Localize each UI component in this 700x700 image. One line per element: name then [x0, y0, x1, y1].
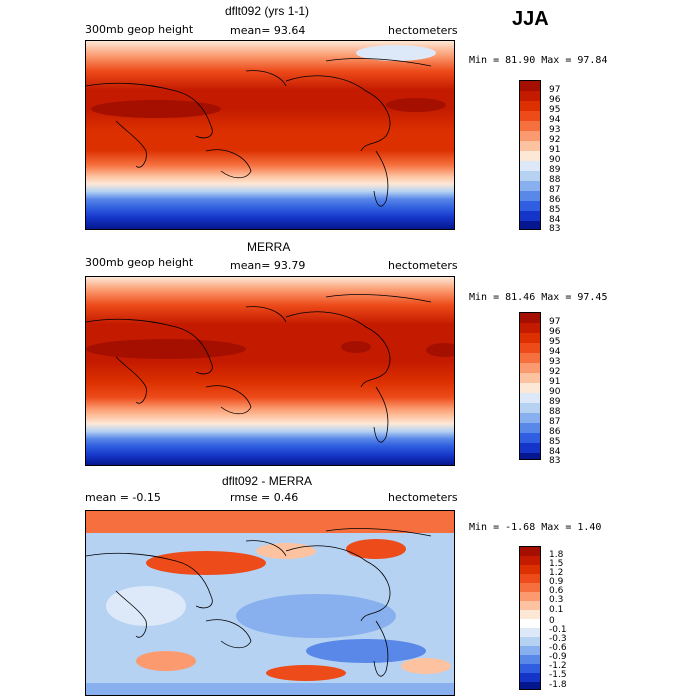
panel2-cbar-label: 87: [549, 417, 561, 427]
panel2-cbar-label: 92: [549, 367, 561, 377]
panel2-variable-label: 300mb geop height: [85, 256, 194, 269]
panel1-field: [86, 41, 454, 229]
panel2-coastlines: [86, 294, 432, 443]
panel3-cbar-label: 0.1: [549, 605, 564, 615]
panel2-cbar-label: 94: [549, 347, 561, 357]
panel2-cbar-label: 96: [549, 327, 561, 337]
panel2-cbar-label: 90: [549, 387, 561, 397]
panel3-cbar-label: -1.8: [549, 680, 567, 690]
panel3-cbar-label: -0.3: [549, 634, 567, 644]
panel1-cbar-label: 91: [549, 145, 561, 155]
panel3-cbar-label: -0.1: [549, 625, 567, 635]
panel2-cbar-label: 91: [549, 377, 561, 387]
panel2-mean-label: mean= 93.79: [230, 259, 306, 272]
panel3-cbar-label: 1.8: [549, 550, 564, 560]
panel1-map: [85, 40, 455, 230]
panel2-cbar-label: 88: [549, 407, 561, 417]
panel3-colorbar: [519, 546, 541, 690]
panel1-variable-label: 300mb geop height: [85, 23, 194, 36]
panel1-cbar-label: 87: [549, 185, 561, 195]
panel1-cbar-label: 93: [549, 125, 561, 135]
panel1-cbar-label: 83: [549, 224, 561, 234]
panel2-max-region: [341, 341, 371, 353]
panel1-cbar-label: 90: [549, 155, 561, 165]
panel1-max-region: [91, 100, 221, 118]
panel1-minmax: Min = 81.90 Max = 97.84: [469, 55, 608, 66]
panel1-coastlines: [86, 58, 432, 207]
panel1-high-region: [386, 98, 446, 112]
panel1-cbar-label: 94: [549, 115, 561, 125]
panel3-cbar-label: 0: [549, 616, 555, 626]
panel2-cbar-label: 86: [549, 427, 561, 437]
panel1-cbar-label: 88: [549, 175, 561, 185]
panel1-title: dflt092 (yrs 1-1): [225, 4, 310, 18]
panel3-minmax: Min = -1.68 Max = 1.40: [469, 522, 602, 533]
panel3-rmse-label: rmse = 0.46: [230, 491, 299, 504]
panel2-max-region: [86, 339, 246, 359]
panel3-map: [85, 510, 455, 696]
panel2-units-label: hectometers: [388, 259, 458, 272]
panel1-cbar-label: 92: [549, 135, 561, 145]
panel1-units-label: hectometers: [388, 24, 458, 37]
panel3-cbar-label: 0.9: [549, 577, 564, 587]
panel3-cbar-label: -0.6: [549, 643, 567, 653]
panel1-arctic-low: [356, 45, 436, 61]
panel2-field: [86, 277, 454, 465]
season-label: JJA: [512, 8, 549, 30]
panel1-cbar-label: 96: [549, 95, 561, 105]
panel2-cbar-label: 85: [549, 437, 561, 447]
panel3-cbar-label: 0.3: [549, 595, 564, 605]
panel3-cbar-label: -0.9: [549, 652, 567, 662]
panel1-cbar-label: 95: [549, 105, 561, 115]
panel3-title: dflt092 - MERRA: [222, 474, 313, 488]
panel2-max-region: [426, 343, 454, 357]
panel1-cbar-label: 84: [549, 215, 561, 225]
panel2-cbar-label: 84: [549, 447, 561, 457]
panel3-units-label: hectometers: [388, 491, 458, 504]
panel2-cbar-label: 95: [549, 337, 561, 347]
panel2-cbar-label: 83: [549, 456, 561, 466]
panel1-cbar-label: 89: [549, 165, 561, 175]
panel2-minmax: Min = 81.46 Max = 97.45: [469, 292, 608, 303]
panel3-cbar-label: 1.2: [549, 568, 564, 578]
panel3-cbar-label: 1.5: [549, 559, 564, 569]
panel2-colorbar: [519, 312, 541, 460]
panel3-mean-label: mean = -0.15: [85, 491, 161, 504]
panel2-cbar-label: 89: [549, 397, 561, 407]
panel1-cbar-label: 86: [549, 195, 561, 205]
panel2-map: [85, 276, 455, 466]
panel1-colorbar: [519, 80, 541, 230]
panel3-cbar-label: -1.5: [549, 670, 567, 680]
panel1-cbar-label: 85: [549, 205, 561, 215]
panel3-cbar-label: 0.6: [549, 586, 564, 596]
panel1-mean-label: mean= 93.64: [230, 24, 306, 37]
panel3-coastlines: [86, 528, 432, 677]
panel2-cbar-label: 93: [549, 357, 561, 367]
panel3-cbar-label: -1.2: [549, 661, 567, 671]
panel2-title: MERRA: [247, 240, 291, 254]
panel1-cbar-label: 97: [549, 85, 561, 95]
panel2-cbar-label: 97: [549, 317, 561, 327]
